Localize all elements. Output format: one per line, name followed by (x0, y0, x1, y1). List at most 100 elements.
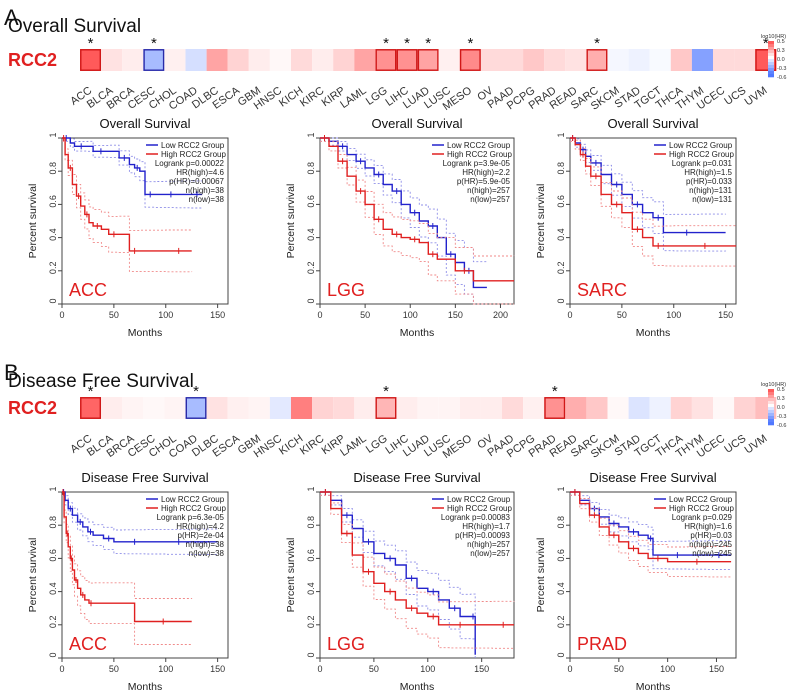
heatmap-cancer-label: UVM (743, 85, 770, 109)
colorbar-segment (768, 59, 774, 63)
colorbar-tick: -0.6 (777, 75, 786, 81)
colorbar-tick: -0.6 (777, 423, 786, 429)
y-tick-label: 0 (556, 652, 566, 657)
heatmap-cell (101, 49, 123, 71)
low-survival-curve (62, 491, 218, 543)
legend-low-label: Low RCC2 Group (669, 495, 733, 504)
colorbar-segment (768, 56, 774, 60)
colorbar-segment (768, 389, 774, 393)
heatmap-cell (691, 49, 713, 71)
stat-text: Logrank p=0.031 (672, 159, 733, 168)
cancer-label: PRAD (577, 634, 627, 654)
heatmap-cell (713, 397, 735, 419)
stat-text: HR(high)=2.2 (462, 168, 510, 177)
colorbar-segment (768, 68, 774, 72)
panel-label: A (4, 5, 19, 30)
plot-frame (569, 491, 737, 659)
x-axis-label: Months (400, 327, 434, 339)
high-ci-lower (570, 140, 737, 267)
x-tick-label: 150 (474, 664, 489, 674)
high-survival-curve (320, 137, 514, 282)
x-tick-label: 100 (158, 664, 173, 674)
x-tick-label: 50 (109, 664, 119, 674)
stat-text: n(low)=257 (470, 195, 510, 204)
stat-text: n(high)=38 (186, 540, 225, 549)
heatmap-cell (586, 397, 608, 419)
heatmap-cell (396, 397, 418, 419)
km-title: Disease Free Survival (589, 470, 716, 485)
panel-title: Overall Survival (8, 16, 141, 37)
high-ci-upper (570, 137, 737, 227)
y-tick-label: 0.4 (48, 228, 58, 241)
panel-title: Disease Free Survival (8, 371, 194, 392)
x-axis-label: Months (636, 327, 670, 339)
cancer-label: LGG (327, 280, 365, 300)
km-plot: Overall Survival 0 0.2 0.4 0.6 0.8 1 0 50 100 150 2… (285, 116, 515, 339)
x-tick-label: 50 (369, 664, 379, 674)
x-tick-label: 0 (59, 664, 64, 674)
colorbar-title: log10(HR) (761, 382, 786, 388)
heatmap-cell (312, 49, 334, 71)
y-axis-label: Percent survival (27, 538, 39, 613)
y-tick-label: 0 (48, 298, 58, 303)
cancer-label: LGG (327, 634, 365, 654)
y-tick-label: 0.6 (556, 549, 566, 562)
x-tick-label: 150 (448, 310, 463, 320)
significance-box (417, 49, 439, 71)
y-axis-label: Percent survival (535, 538, 547, 613)
significance-box (755, 49, 777, 71)
colorbar-tick: 0.0 (777, 405, 785, 411)
stat-text: HR(high)=1.7 (462, 522, 510, 531)
stat-text: Logrank p=0.00083 (441, 513, 511, 522)
y-tick-label: 0.8 (48, 162, 58, 175)
heatmap-cell (227, 49, 249, 71)
low-survival-curve (320, 491, 476, 655)
heatmap-cell (438, 49, 460, 71)
significance-star: * (383, 35, 389, 52)
heatmap-cell (312, 397, 334, 419)
heatmap-cell (649, 397, 671, 419)
heatmap-cell (206, 49, 228, 71)
heatmap-cell (122, 49, 144, 71)
y-tick-label: 0.2 (306, 616, 316, 629)
significance-box (375, 49, 397, 71)
km-plot: Disease Free Survival 0 0.2 0.4 0.6 0.8 1 0 50 10… (285, 470, 515, 693)
stat-text: p(HR)=0.00067 (169, 177, 224, 186)
y-tick-label: 0.8 (306, 516, 316, 529)
heatmap-cell (396, 49, 418, 71)
x-tick-label: 100 (403, 310, 418, 320)
significance-box (185, 397, 207, 419)
colorbar-title: log10(HR) (761, 34, 786, 40)
x-tick-label: 100 (660, 664, 675, 674)
plot-frame (319, 137, 515, 305)
heatmap-cell (333, 49, 355, 71)
x-tick-label: 50 (617, 310, 627, 320)
heatmap-cell (523, 397, 545, 419)
y-tick-label: 0.2 (306, 262, 316, 275)
heatmap-cell (417, 49, 439, 71)
colorbar-segment (768, 416, 774, 420)
high-ci-upper (570, 491, 732, 548)
colorbar-segment (768, 50, 774, 54)
y-tick-label: 1 (556, 486, 566, 491)
heatmap-cell (438, 397, 460, 419)
colorbar-segment (768, 422, 774, 426)
colorbar-segment (768, 407, 774, 411)
x-tick-label: 150 (709, 664, 724, 674)
high-ci-lower (320, 494, 515, 649)
x-tick-label: 50 (109, 310, 119, 320)
stat-text: HR(high)=1.6 (684, 522, 732, 531)
colorbar-tick: 0.3 (777, 396, 785, 402)
significance-box (80, 49, 102, 71)
heatmap-cell (354, 49, 376, 71)
high-ci-lower (62, 494, 193, 645)
legend-low-label: Low RCC2 Group (161, 141, 225, 150)
significance-box (143, 49, 165, 71)
cancer-label: ACC (69, 634, 107, 654)
x-axis-label: Months (636, 681, 670, 693)
high-survival-curve (570, 491, 732, 563)
heatmap-cell (670, 397, 692, 419)
stat-text: p(HR)=0.033 (686, 177, 733, 186)
stat-text: n(high)=245 (689, 540, 732, 549)
